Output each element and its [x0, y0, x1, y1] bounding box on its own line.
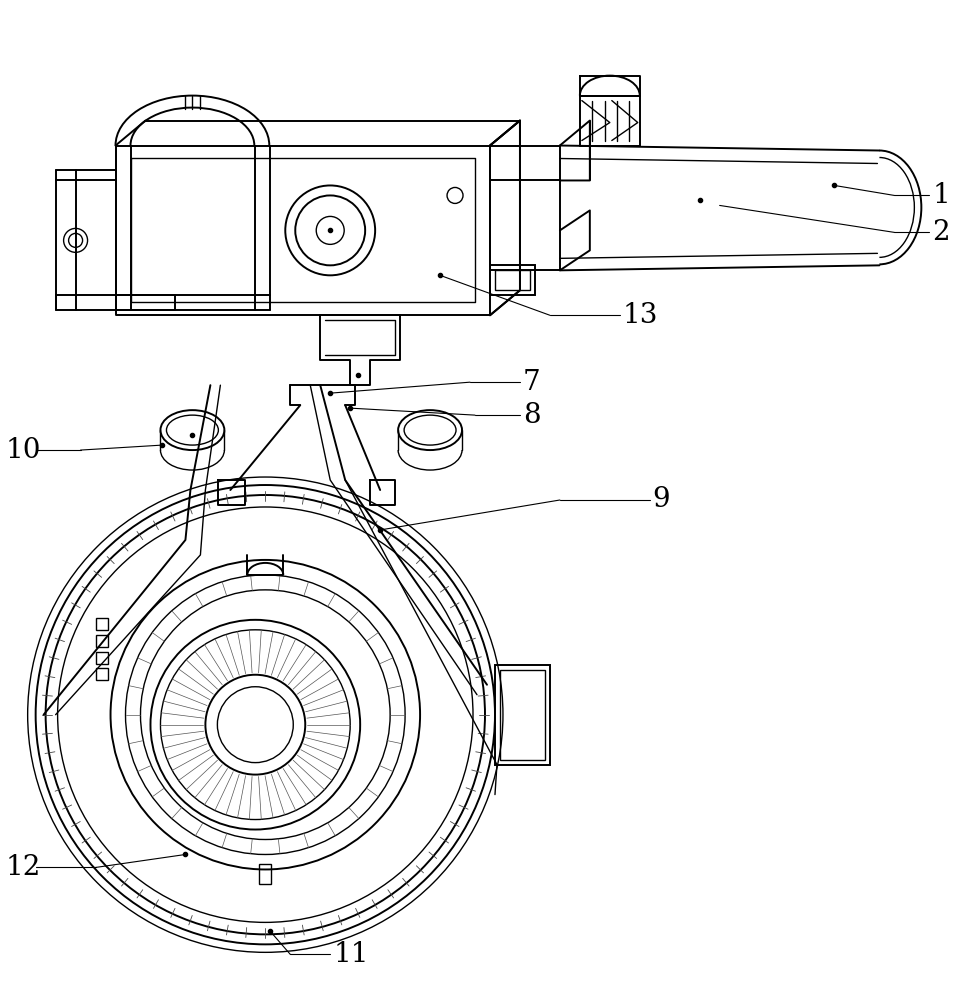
Text: 8: 8	[523, 402, 540, 429]
Text: 12: 12	[6, 854, 41, 881]
Bar	[259, 864, 272, 884]
Bar	[96, 635, 107, 647]
Text: 13: 13	[622, 302, 658, 329]
Bar	[495, 665, 550, 765]
Bar	[96, 618, 107, 630]
Bar	[495, 270, 530, 290]
Bar	[96, 668, 107, 680]
Text: 10: 10	[6, 437, 41, 464]
Text: 7: 7	[523, 369, 541, 396]
Text: 9: 9	[653, 487, 670, 514]
Bar	[96, 652, 107, 664]
Text: 11: 11	[334, 941, 369, 968]
Bar	[490, 265, 535, 295]
Bar	[500, 670, 545, 760]
Text: 1: 1	[932, 182, 950, 209]
Text: 2: 2	[932, 219, 950, 246]
